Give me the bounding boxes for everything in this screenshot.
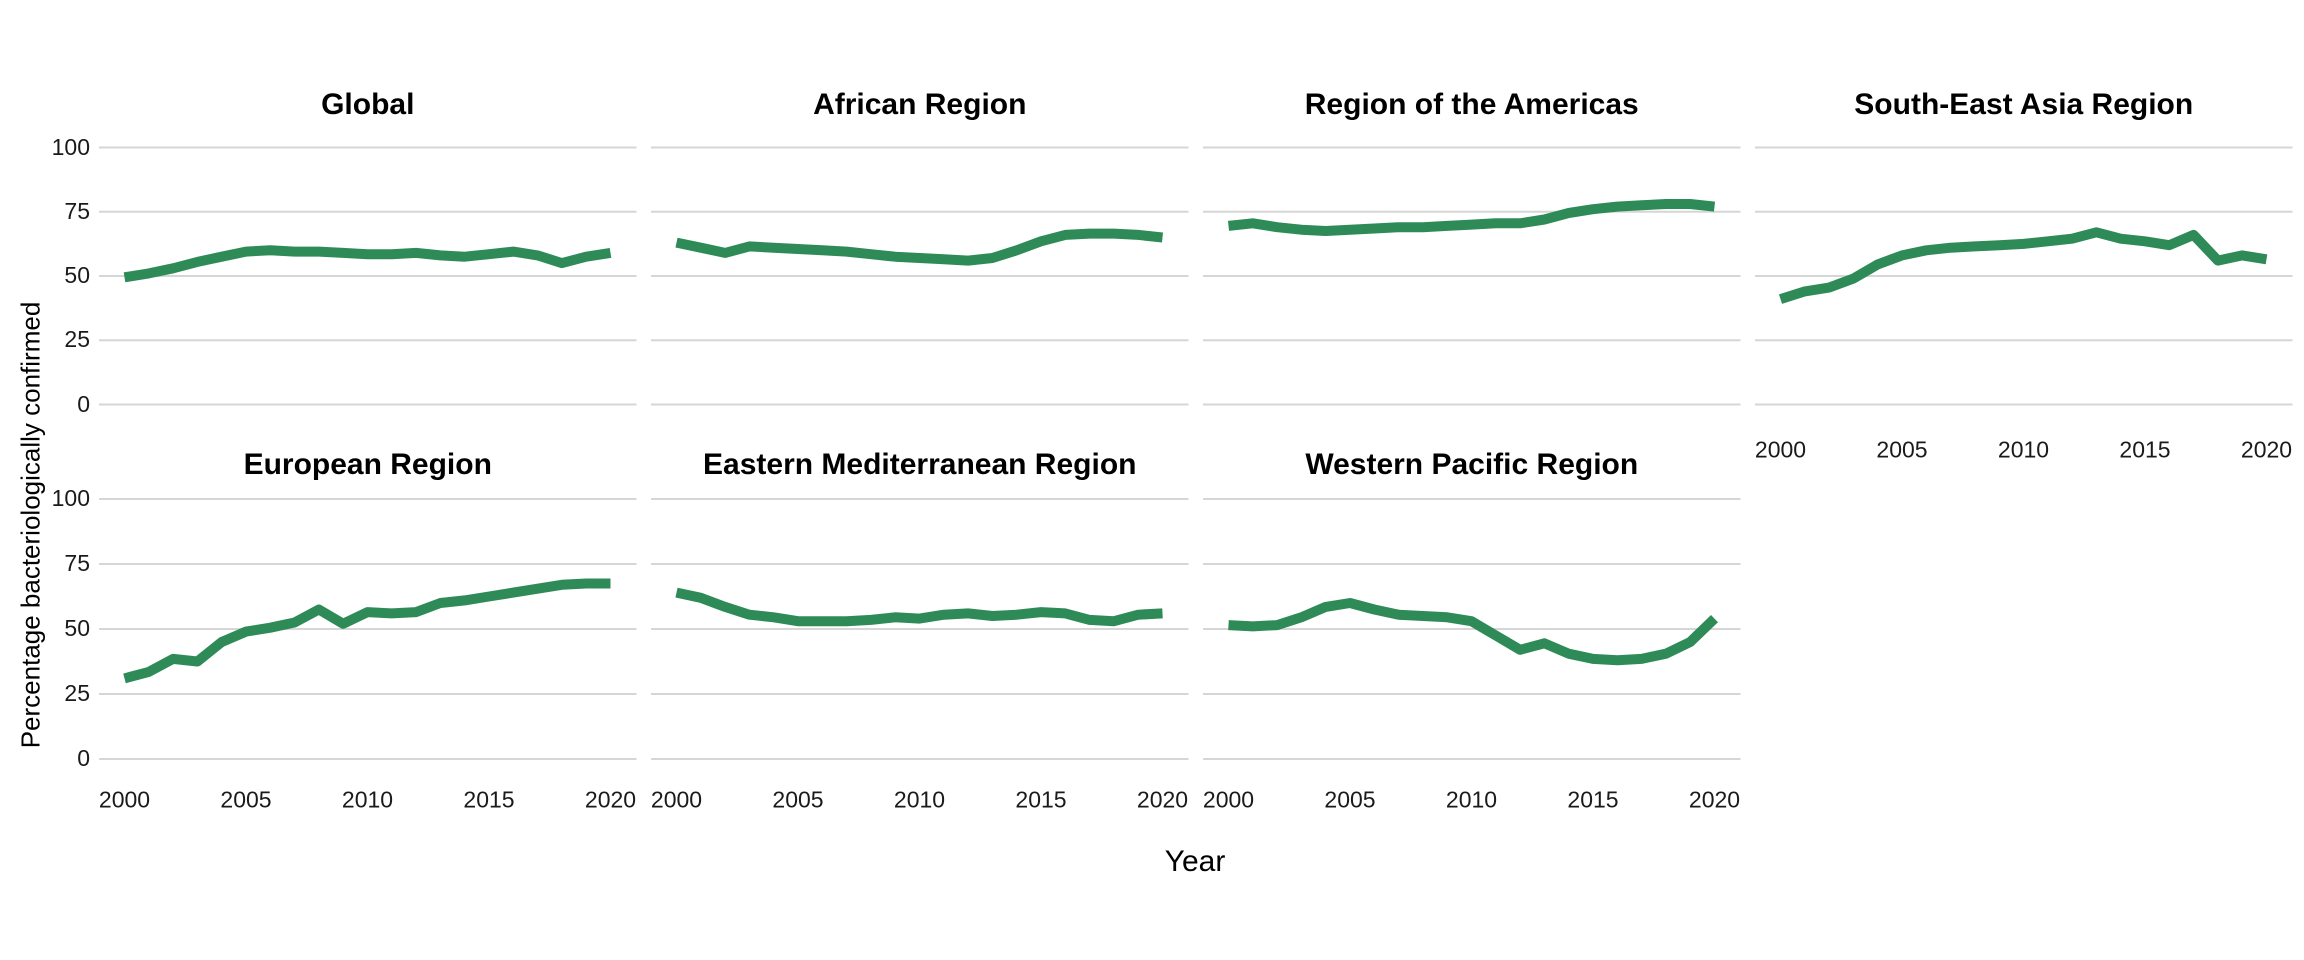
y-tick-label: 25 xyxy=(64,326,90,353)
x-tick-label: 2000 xyxy=(1202,786,1255,813)
x-tick-label: 2005 xyxy=(1324,786,1376,813)
facet-title-western-pacific-region: Western Pacific Region xyxy=(1305,448,1639,481)
x-tick-label: 2015 xyxy=(1015,786,1067,813)
x-tick-label: 2020 xyxy=(1688,786,1741,813)
x-tick-label: 2010 xyxy=(893,786,946,813)
trend-line-african-region xyxy=(675,228,1164,266)
x-tick-label: 2015 xyxy=(1567,786,1619,813)
x-tick-label: 2010 xyxy=(1997,436,2050,463)
facet-title-south-east-asia-region: South-East Asia Region xyxy=(1854,88,2194,121)
x-tick-label: 2015 xyxy=(463,786,515,813)
trend-line-european-region xyxy=(123,578,611,684)
trend-line-global xyxy=(123,245,612,283)
y-tick-label: 25 xyxy=(64,680,90,706)
x-tick-label: 2005 xyxy=(220,786,272,813)
y-tick-label: 75 xyxy=(64,197,90,224)
x-tick-label: 2000 xyxy=(650,786,703,813)
y-tick-label: 50 xyxy=(64,615,90,641)
x-tick-label: 2000 xyxy=(1754,436,1807,463)
facet-title-eastern-mediterranean-region: Eastern Mediterranean Region xyxy=(703,448,1137,481)
x-tick-label: 2005 xyxy=(772,786,824,813)
facet-title-global: Global xyxy=(321,88,415,121)
y-tick-label: 100 xyxy=(51,485,90,511)
trend-line-south-east-asia-region xyxy=(1778,227,2268,304)
x-tick-label: 2000 xyxy=(98,786,151,813)
trend-line-region-of-the-americas xyxy=(1227,199,1716,236)
x-axis-title: Year xyxy=(1164,845,1226,878)
trend-line-western-pacific-region xyxy=(1228,598,1718,666)
facet-title-african-region: African Region xyxy=(813,88,1027,121)
facet-title-region-of-the-americas: Region of the Americas xyxy=(1304,88,1639,121)
y-axis-title: Percentage bacteriologically confirmed xyxy=(15,301,46,749)
y-tick-label: 75 xyxy=(64,550,90,576)
x-tick-label: 2020 xyxy=(1136,786,1189,813)
trend-line-eastern-mediterranean-region xyxy=(675,587,1163,627)
x-tick-label: 2010 xyxy=(341,786,394,813)
x-tick-label: 2020 xyxy=(2240,436,2293,463)
y-tick-label: 100 xyxy=(51,133,90,160)
y-tick-label: 50 xyxy=(64,262,90,288)
x-tick-label: 2015 xyxy=(2119,436,2171,463)
facet-title-european-region: European Region xyxy=(243,448,492,481)
y-tick-label: 0 xyxy=(77,745,90,771)
x-tick-label: 2020 xyxy=(584,786,637,813)
x-tick-label: 2005 xyxy=(1876,436,1928,463)
y-tick-label: 0 xyxy=(77,390,90,417)
x-tick-label: 2010 xyxy=(1445,786,1498,813)
